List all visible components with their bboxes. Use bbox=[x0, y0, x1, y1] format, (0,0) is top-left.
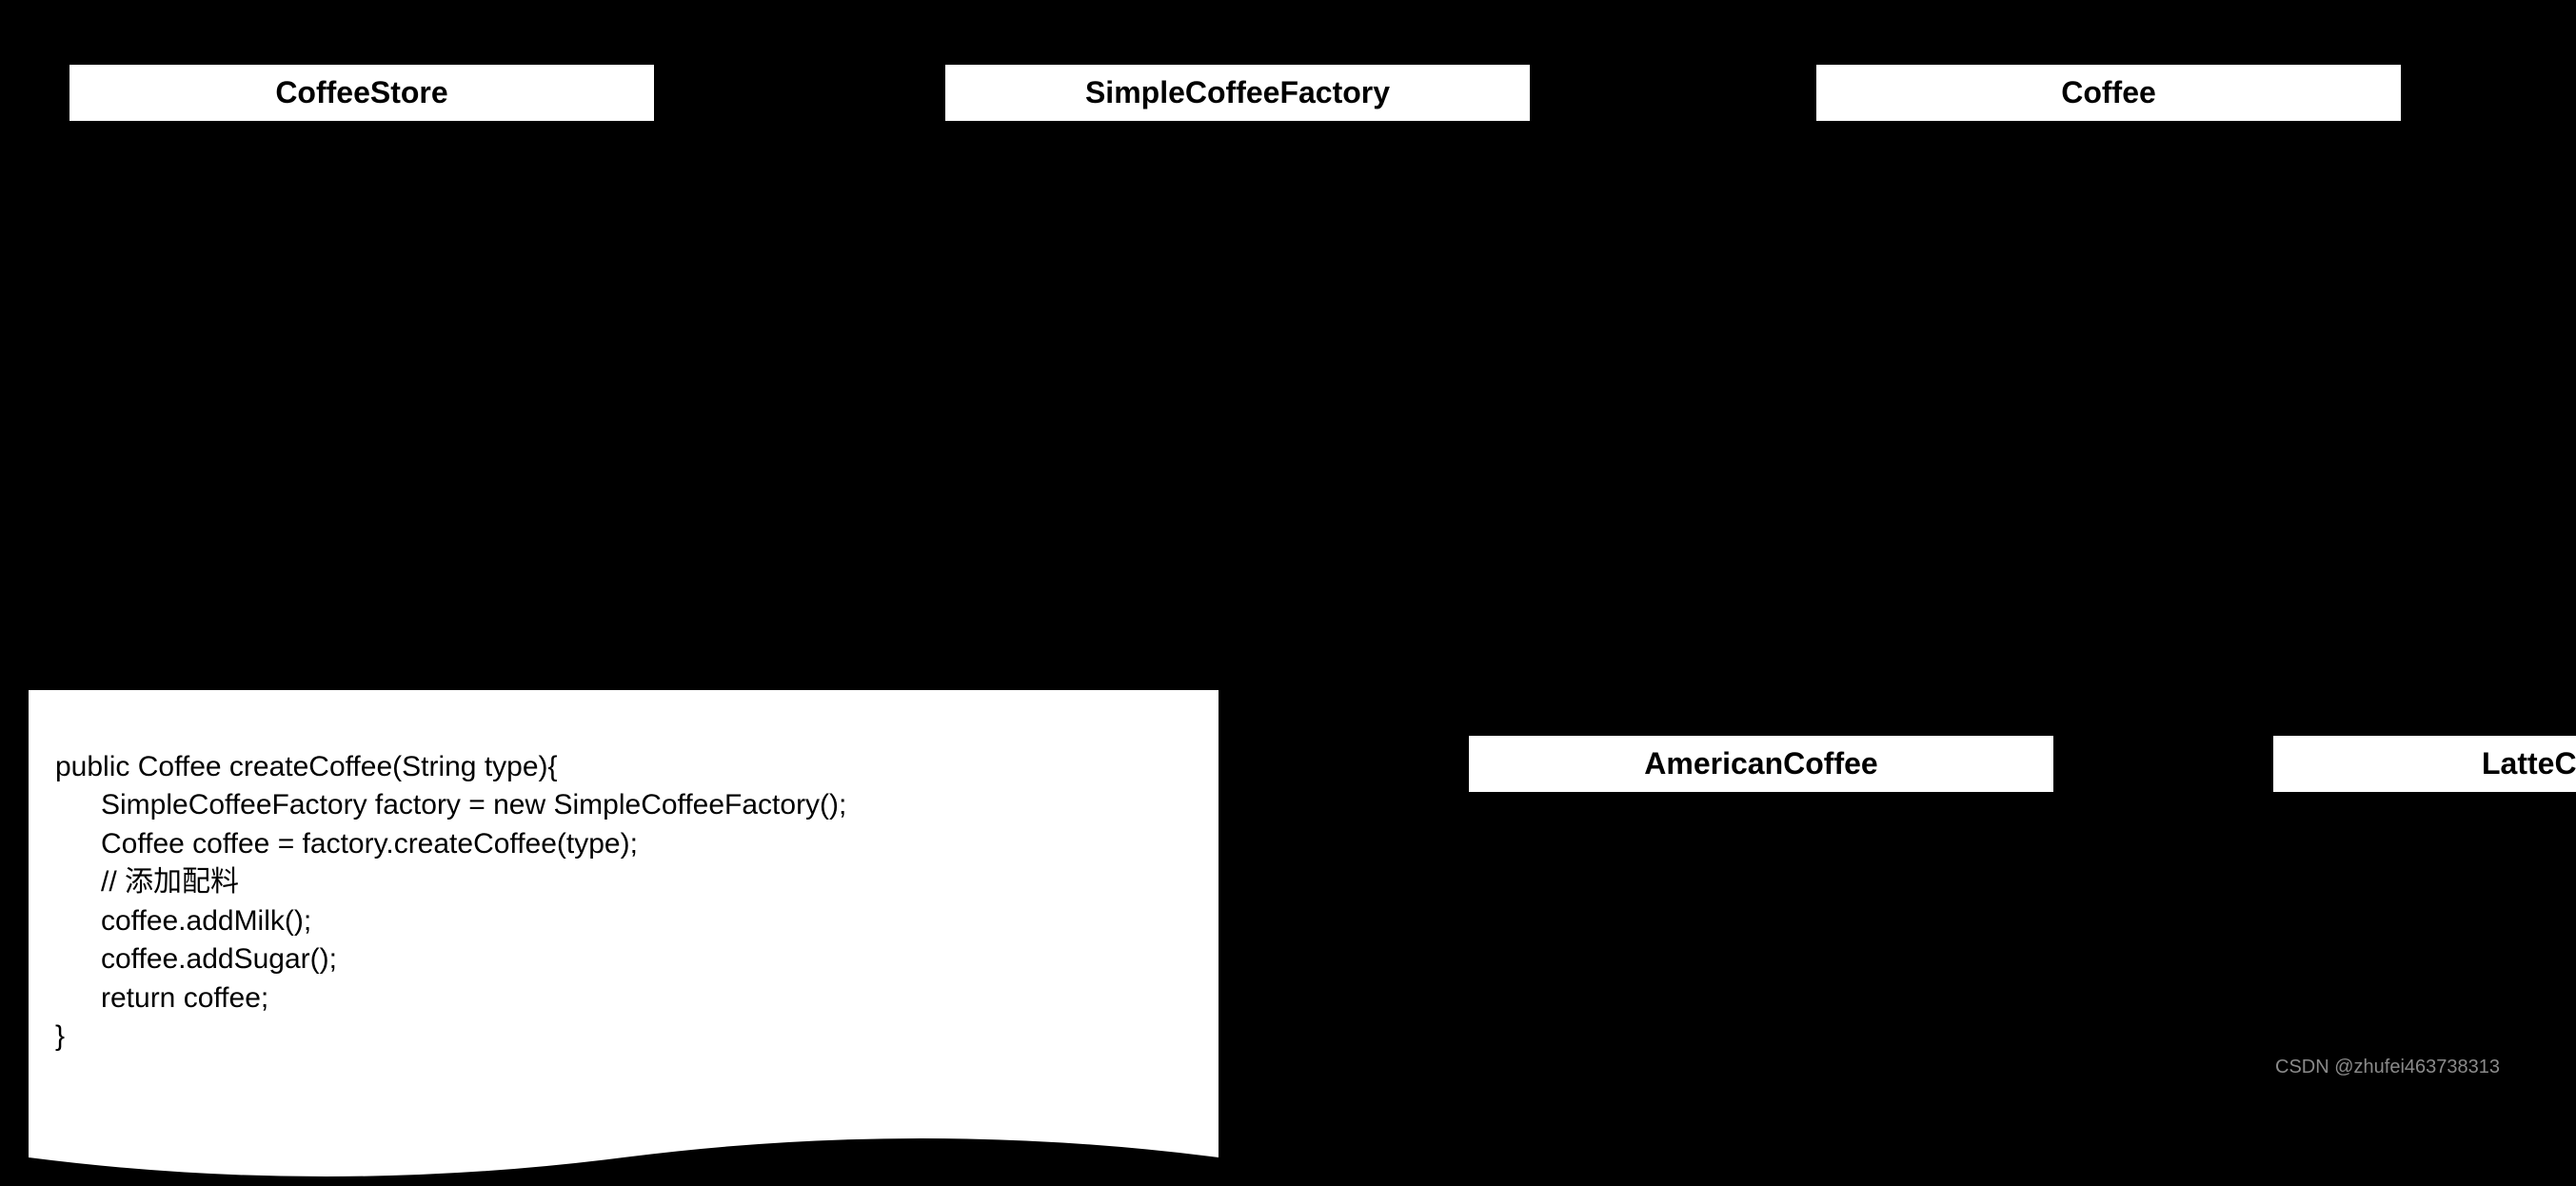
code-note-content: public Coffee createCoffee(String type){… bbox=[29, 690, 1219, 1114]
note-wave-icon bbox=[29, 1129, 1219, 1186]
code-line: Coffee coffee = factory.createCoffee(typ… bbox=[101, 828, 638, 860]
code-line: public Coffee createCoffee(String type){ bbox=[55, 751, 558, 782]
class-title: Coffee bbox=[2061, 75, 2156, 110]
code-note: public Coffee createCoffee(String type){… bbox=[29, 690, 1219, 1185]
code-line: coffee.addMilk(); bbox=[101, 905, 311, 937]
code-line: return coffee; bbox=[101, 982, 268, 1014]
class-coffee: Coffee bbox=[1813, 62, 2404, 124]
code-line: // 添加配料 bbox=[101, 866, 239, 898]
code-line: SimpleCoffeeFactory factory = new Simple… bbox=[101, 789, 846, 820]
class-american-coffee: AmericanCoffee bbox=[1466, 733, 2056, 795]
class-title: SimpleCoffeeFactory bbox=[1085, 75, 1390, 110]
code-line: coffee.addSugar(); bbox=[101, 943, 337, 975]
watermark-text: CSDN @zhufei463738313 bbox=[2275, 1057, 2500, 1078]
class-title: AmericanCoffee bbox=[1644, 746, 1877, 781]
class-title: LatteCoffee bbox=[2482, 746, 2576, 781]
class-title: CoffeeStore bbox=[275, 75, 447, 110]
code-line: } bbox=[55, 1020, 65, 1052]
class-coffee-store: CoffeeStore bbox=[67, 62, 657, 124]
class-simple-coffee-factory: SimpleCoffeeFactory bbox=[942, 62, 1533, 124]
class-latte-coffee: LatteCoffee bbox=[2270, 733, 2576, 795]
